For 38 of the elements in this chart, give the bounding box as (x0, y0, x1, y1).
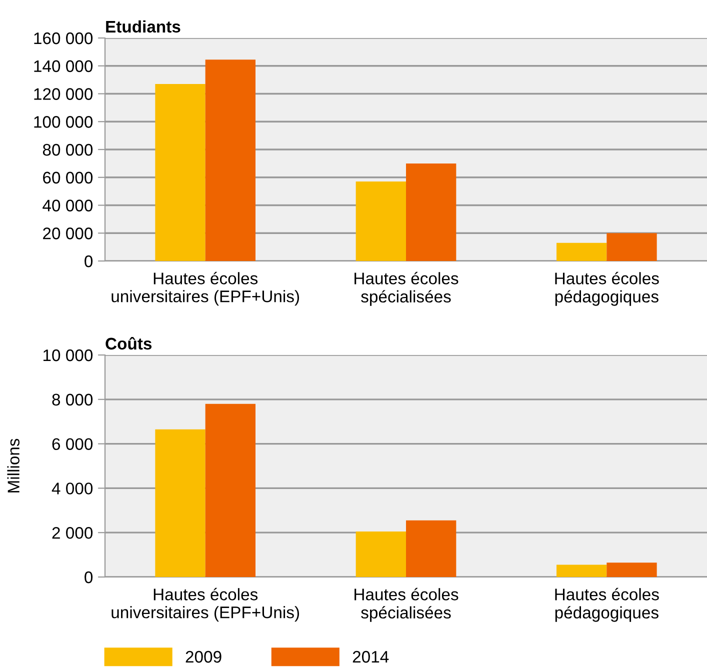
x-tick-label: Hautes écoles universitaires (EPF+Unis) (112, 272, 300, 306)
legend-label: 2014 (352, 650, 389, 663)
y-tick-label: 140 000 (34, 60, 93, 72)
y-tick-label: 10 000 (43, 349, 93, 362)
bar (606, 233, 657, 261)
y-tick-label: 20 000 (43, 228, 93, 240)
bar (556, 564, 607, 577)
bar (406, 520, 456, 577)
y-tick-label: 0 (84, 255, 93, 268)
bar (406, 163, 456, 261)
y-tick-label: 160 000 (34, 32, 93, 44)
y-tick-label: 4 000 (52, 482, 93, 494)
legend-label: 2009 (186, 650, 222, 663)
bar (606, 562, 657, 577)
chart-title: Etudiants (106, 20, 180, 33)
bar (205, 60, 256, 261)
bar (205, 404, 256, 577)
x-tick-label: Hautes écoles pédagogiques (555, 588, 659, 622)
bar (356, 531, 406, 577)
chart-title: Coûts (106, 337, 152, 350)
x-tick-label: Hautes écoles pédagogiques (555, 272, 659, 306)
bar (155, 84, 206, 261)
y-tick-label: 40 000 (42, 200, 93, 212)
y-tick-label: 2 000 (52, 527, 93, 539)
bar (356, 182, 406, 261)
y-tick-label: 80 000 (42, 144, 93, 156)
y-tick-label: 100 000 (34, 116, 93, 128)
bar (556, 242, 607, 261)
y-axis-title: Millions (7, 438, 20, 492)
y-tick-label: 6 000 (52, 438, 93, 450)
bar (155, 429, 206, 577)
y-tick-label: 0 (84, 571, 93, 584)
x-tick-label: Hautes écoles universitaires (EPF+Unis) (112, 588, 300, 622)
x-tick-label: Hautes écoles spécialisées (354, 588, 458, 622)
y-tick-label: 8 000 (52, 394, 93, 406)
y-tick-label: 60 000 (43, 172, 93, 184)
x-tick-label: Hautes écoles spécialisées (354, 272, 458, 306)
y-tick-label: 120 000 (34, 88, 93, 100)
